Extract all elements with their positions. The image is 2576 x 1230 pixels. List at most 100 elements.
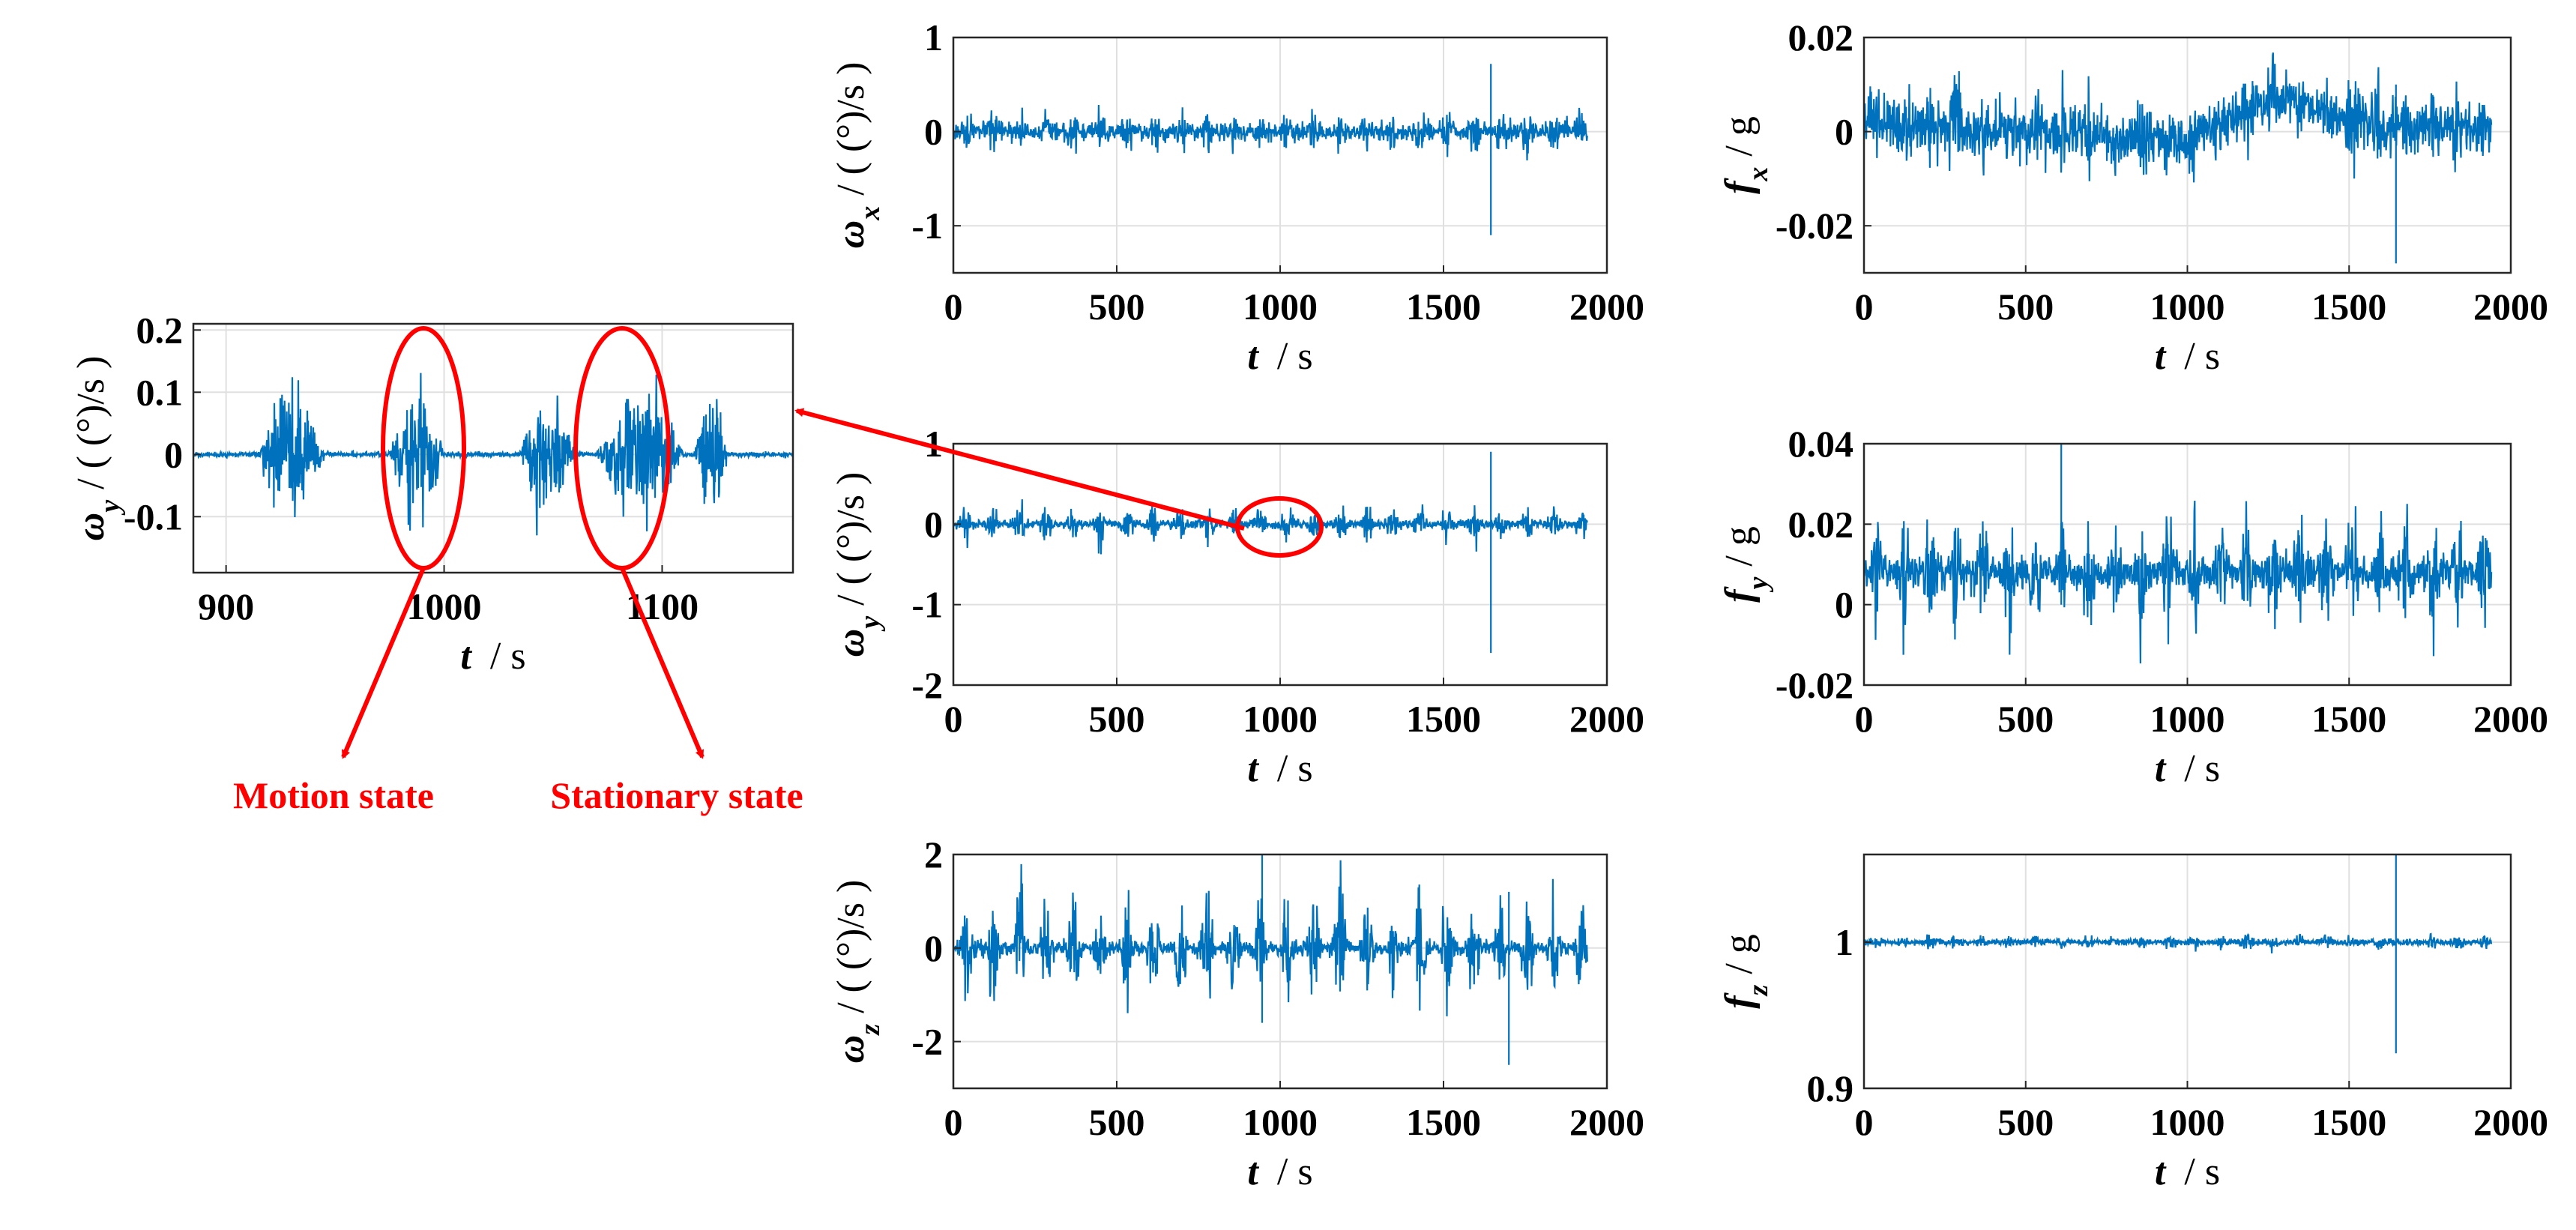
x-axis-label: t / s [2155,747,2220,790]
chart-omega_y_zoom: 900 1000 1100-0.100.10.2t / sωy/ ( (°)/s ) [70,309,794,678]
chart-f_z: 0 500 1000 1500 2000 0.9 1 t / s fz / g [1718,853,2548,1193]
y-axis-symbol: f [1718,586,1761,603]
x-axis-symbol: t [1247,1151,1267,1193]
y-tick-label: -1 [911,584,943,626]
motion-arrow [341,567,426,759]
y-tick-label: 0 [924,503,943,545]
x-axis-unit: / s [490,635,526,678]
y-axis-symbol: f [1718,178,1761,194]
y-tick-label: 0.02 [1788,16,1854,58]
y-axis-unit: / ( (°)/s ) [830,880,872,1013]
x-tick-label: 2000 [2473,698,2548,740]
x-tick-label: 1000 [2150,286,2225,328]
y-tick-label: 0 [1835,111,1853,153]
x-tick-label: 1000 [1243,1101,1318,1143]
y-axis-symbol: ω [830,220,872,249]
y-axis-label: fy / g [1718,526,1774,603]
series-line-f_z [1864,854,2493,1054]
y-axis-subscript: y [94,500,126,516]
x-axis-unit: / s [1277,335,1313,378]
y-axis-unit: / ( (°)/s ) [830,62,872,196]
y-tick-label: 0.04 [1788,423,1854,465]
stationary-arrow [620,567,705,759]
x-tick-label: 1000 [1243,286,1318,328]
y-tick-label: -2 [911,1021,943,1063]
y-axis-subscript: z [1743,984,1774,997]
y-axis-label: ωx / ( (°)/s ) [830,62,886,249]
y-axis-unit: / g [1718,116,1761,156]
x-axis-symbol: t [2155,1151,2175,1193]
x-axis-unit: / s [1277,747,1313,790]
x-axis-label: t / s [1247,747,1312,790]
x-tick-label: 500 [1997,1101,2054,1143]
x-axis-label: t / s [460,635,525,678]
x-tick-label: 1500 [2311,286,2386,328]
y-axis-label: ωy / ( (°)/s ) [70,356,126,541]
y-tick-label: -0.02 [1776,664,1853,706]
y-tick-label: 0 [924,927,943,969]
y-axis-symbol: ω [830,1035,872,1064]
y-tick-label: 0 [924,111,943,153]
x-axis-label: t / s [1247,335,1312,378]
series-line-f_x [1864,52,2493,264]
x-tick-label: 1000 [2150,1101,2225,1143]
y-tick-label: 0.2 [136,309,184,351]
x-tick-label: 1000 [407,585,482,627]
x-tick-label: 1500 [1406,698,1481,740]
y-axis-label: fx / g [1718,116,1774,194]
y-tick-label: 0 [1835,584,1853,626]
x-axis-unit: / s [1277,1151,1313,1193]
x-axis-label: t / s [1247,1151,1312,1193]
x-axis-unit: / s [2184,747,2220,790]
y-axis-unit: / ( (°)/s ) [830,472,872,606]
x-tick-label: 2000 [1569,698,1644,740]
x-tick-label: 0 [1855,1101,1874,1143]
series-line-omega_y_zoom [193,373,793,536]
y-tick-label: -0.1 [124,495,183,537]
series-line-f_y [1864,444,2493,664]
x-axis-symbol: t [1247,747,1267,790]
x-tick-label: 1500 [2311,698,2386,740]
x-tick-label: 0 [1855,698,1874,740]
series-line-omega_z [953,854,1588,1065]
axes-box [192,322,794,574]
x-tick-label: 500 [1997,698,2054,740]
x-tick-label: 0 [944,286,963,328]
y-axis-subscript: y [1743,577,1774,593]
x-tick-label: 1500 [2311,1101,2386,1143]
x-tick-label: 0 [944,698,963,740]
x-axis-label: t / s [2155,1151,2220,1193]
x-tick-label: 0 [944,1101,963,1143]
x-axis-symbol: t [460,635,480,678]
y-axis-unit: / ( (°)/s ) [70,356,112,489]
x-tick-label: 2000 [2473,1101,2548,1143]
series-line-omega_y [953,451,1588,654]
x-tick-label: 500 [1089,286,1145,328]
y-tick-label: 2 [924,833,943,875]
x-axis-unit: / s [2184,335,2220,378]
x-tick-label: 500 [1997,286,2054,328]
y-axis-subscript: x [854,206,886,221]
x-axis-symbol: t [1247,335,1267,378]
x-tick-label: 2000 [1569,1101,1644,1143]
y-axis-subscript: y [854,616,886,632]
y-axis-unit: / g [1718,934,1761,974]
x-tick-label: 1500 [1406,286,1481,328]
y-tick-label: 1 [924,16,943,58]
y-tick-label: 0 [164,433,183,475]
y-tick-label: 0.02 [1788,503,1854,545]
y-axis-subscript: z [854,1024,886,1037]
x-tick-label: 1000 [2150,698,2225,740]
stationary-state-label: Stationary state [550,774,803,816]
x-tick-label: 2000 [2473,286,2548,328]
y-tick-label: 0.1 [136,371,184,413]
y-axis-label: ωy / ( (°)/s ) [830,472,886,657]
y-tick-label: -1 [911,205,943,247]
x-axis-unit: / s [2184,1151,2220,1193]
y-axis-symbol: ω [830,629,872,657]
x-tick-label: 500 [1089,1101,1145,1143]
